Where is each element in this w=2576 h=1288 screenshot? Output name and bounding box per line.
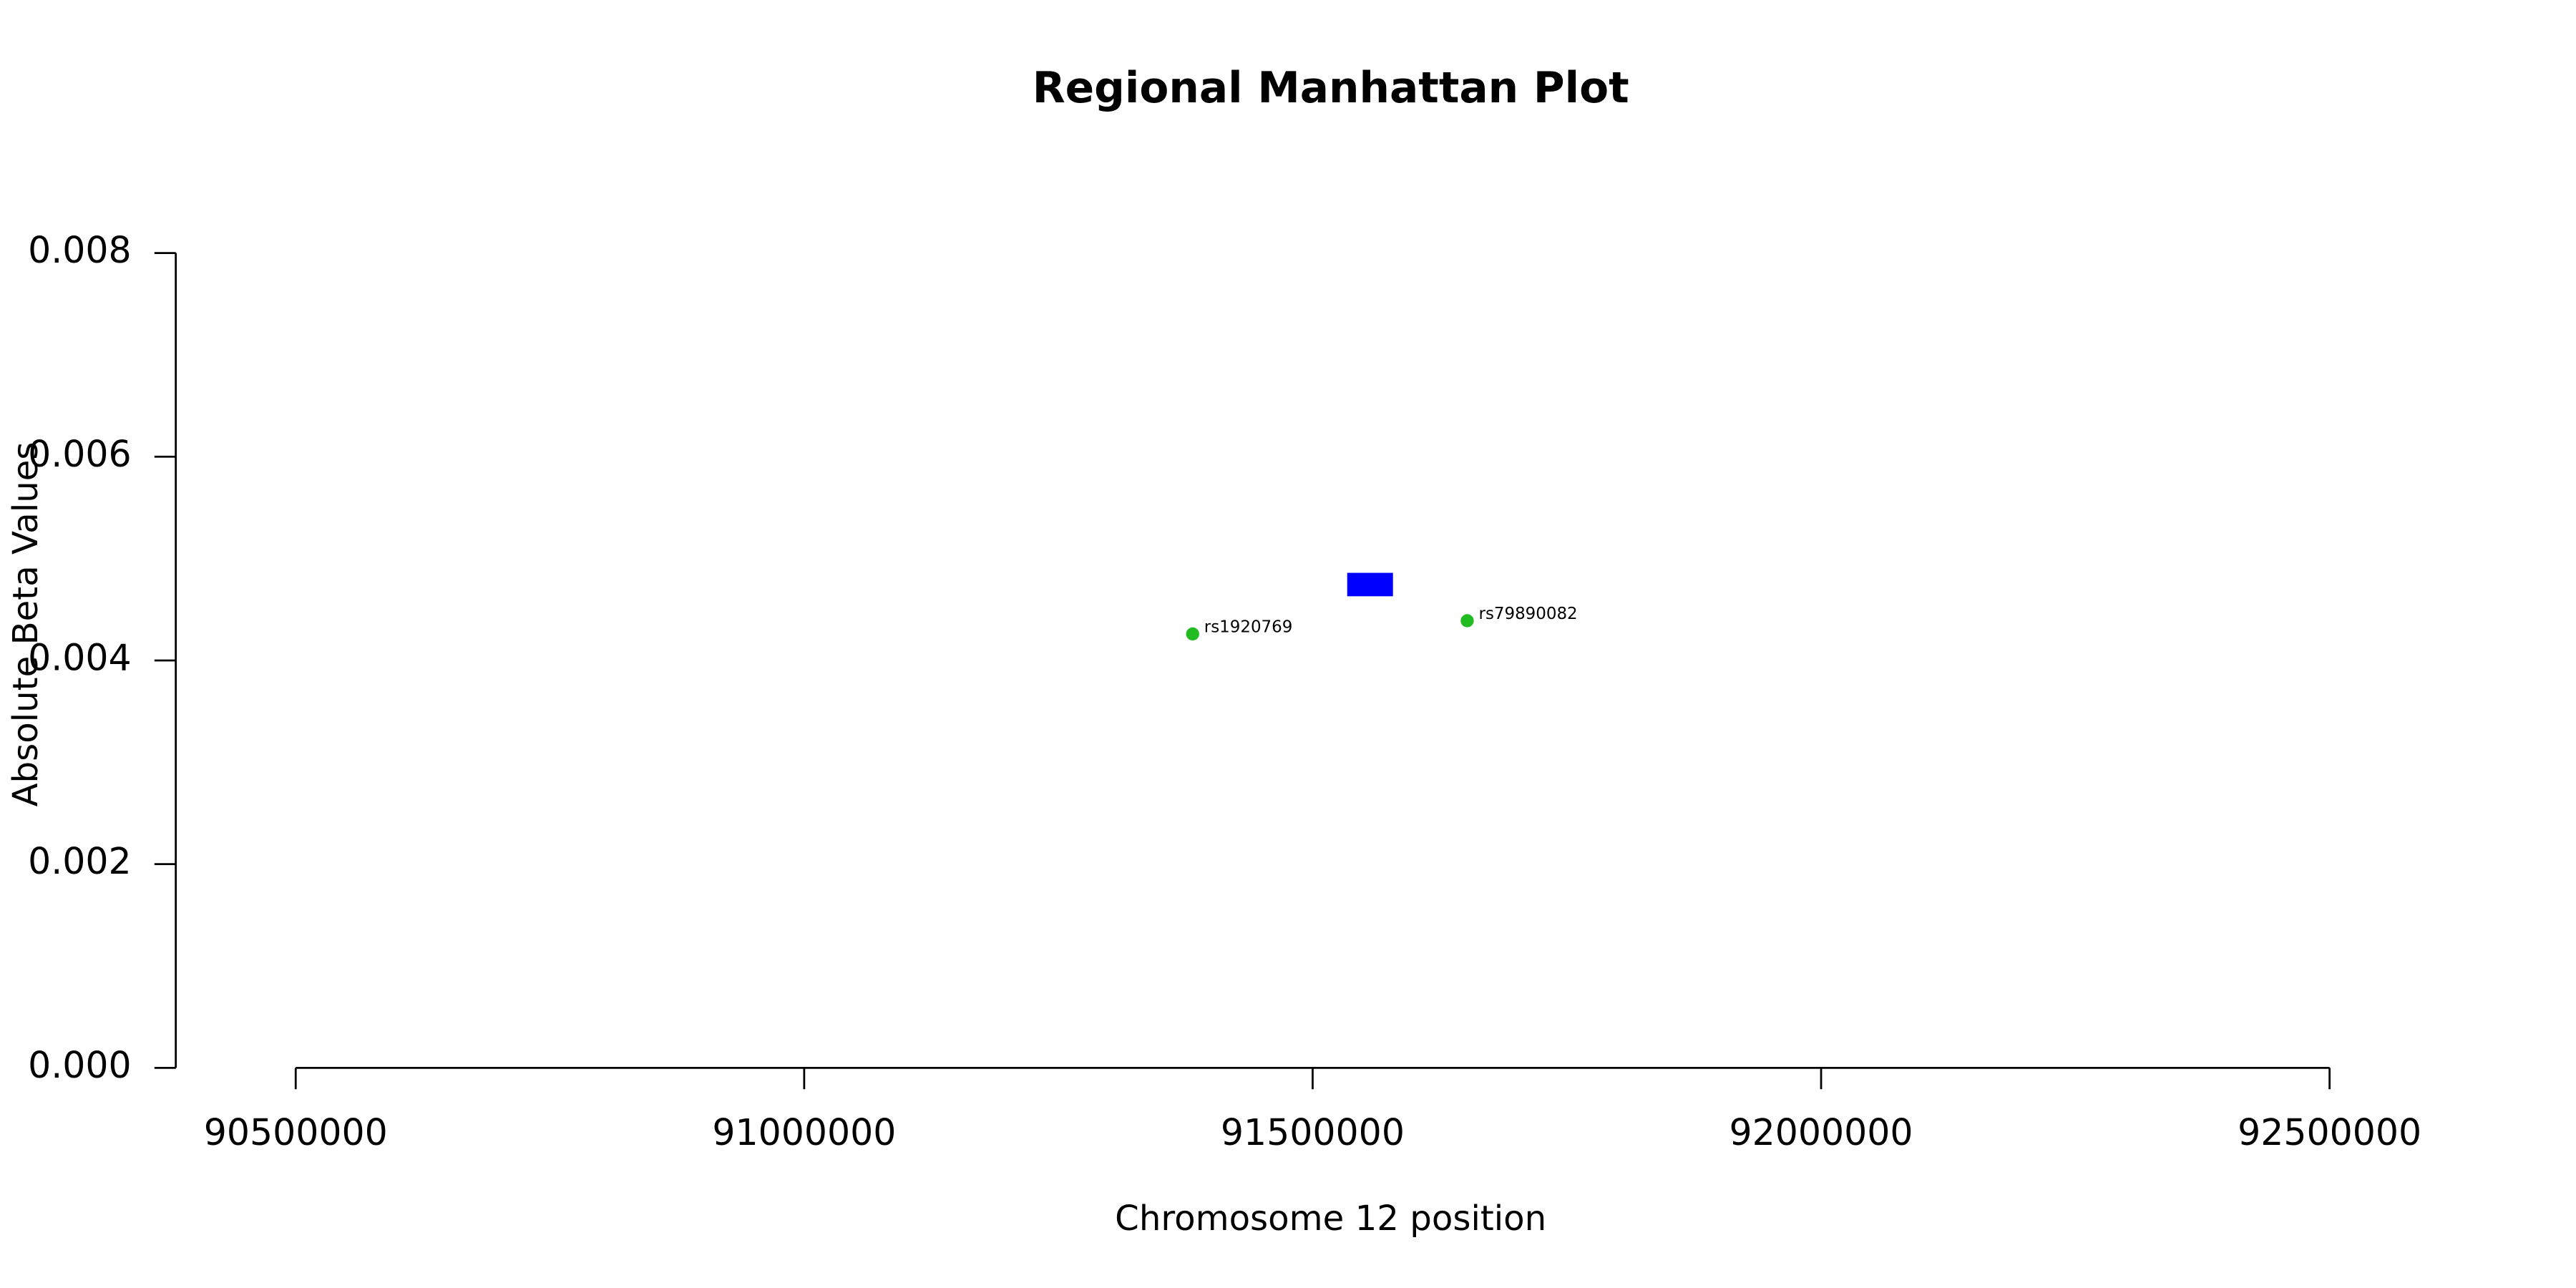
point-label: rs1920769 <box>1204 618 1293 636</box>
x-tick-label: 92000000 <box>1729 1111 1913 1153</box>
x-axis-label: Chromosome 12 position <box>1115 1199 1546 1239</box>
x-tick-label: 92500000 <box>2238 1111 2421 1153</box>
point <box>1460 614 1474 628</box>
point-label: rs79890082 <box>1479 605 1578 623</box>
point <box>1186 627 1199 641</box>
y-tick-label: 0.002 <box>28 840 132 882</box>
y-axis-label: Absolute Beta Values <box>6 441 46 806</box>
x-tick-label: 91000000 <box>712 1111 896 1153</box>
region <box>1347 572 1393 597</box>
x-tick-label: 90500000 <box>204 1111 388 1153</box>
x-tick-label: 91500000 <box>1221 1111 1405 1153</box>
y-tick-label: 0.006 <box>28 433 132 475</box>
y-tick-label: 0.000 <box>28 1044 132 1086</box>
y-tick-label: 0.004 <box>28 636 132 678</box>
chart-title: Regional Manhattan Plot <box>1033 64 1629 113</box>
y-tick-label: 0.008 <box>28 229 132 271</box>
